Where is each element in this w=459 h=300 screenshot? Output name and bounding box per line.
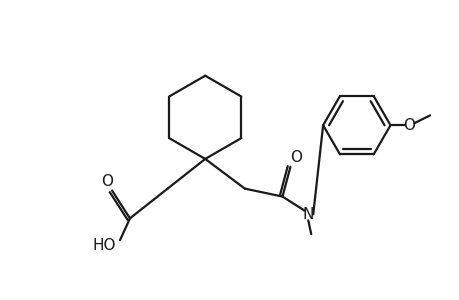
Text: O: O [290,150,302,165]
Text: N: N [302,207,313,222]
Text: O: O [101,174,113,189]
Text: HO: HO [92,238,116,253]
Text: O: O [403,118,414,133]
